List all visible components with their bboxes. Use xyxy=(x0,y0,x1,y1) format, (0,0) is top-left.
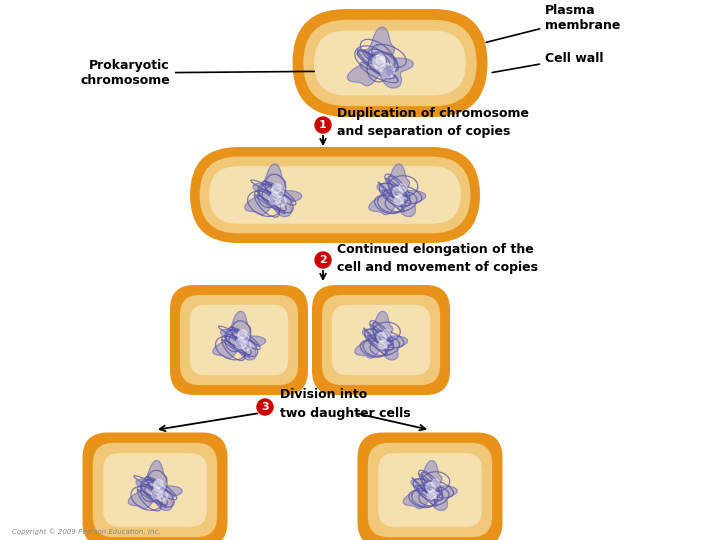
FancyBboxPatch shape xyxy=(314,31,466,96)
Circle shape xyxy=(272,184,282,193)
Circle shape xyxy=(396,195,404,204)
Polygon shape xyxy=(355,311,408,360)
FancyBboxPatch shape xyxy=(210,166,461,224)
Circle shape xyxy=(374,58,386,70)
FancyBboxPatch shape xyxy=(170,285,308,395)
Circle shape xyxy=(315,252,331,268)
FancyBboxPatch shape xyxy=(312,285,450,395)
Circle shape xyxy=(399,184,407,192)
Circle shape xyxy=(153,481,166,492)
FancyBboxPatch shape xyxy=(378,453,482,527)
Circle shape xyxy=(151,488,162,499)
FancyBboxPatch shape xyxy=(93,443,217,537)
FancyBboxPatch shape xyxy=(368,443,492,537)
FancyBboxPatch shape xyxy=(358,433,503,540)
Text: Continued elongation of the
cell and movement of copies: Continued elongation of the cell and mov… xyxy=(337,242,538,273)
Circle shape xyxy=(269,193,281,205)
Circle shape xyxy=(382,329,390,338)
Text: Copyright © 2009 Pearson Education, Inc.: Copyright © 2009 Pearson Education, Inc. xyxy=(12,528,161,535)
Text: 1: 1 xyxy=(319,120,327,130)
Circle shape xyxy=(238,331,249,342)
Circle shape xyxy=(429,490,437,498)
Text: Prokaryotic
chromosome: Prokaryotic chromosome xyxy=(80,59,357,87)
Text: Duplication of chromosome
and separation of copies: Duplication of chromosome and separation… xyxy=(337,107,529,138)
Circle shape xyxy=(372,55,384,68)
Circle shape xyxy=(380,64,395,78)
Circle shape xyxy=(377,333,387,342)
Polygon shape xyxy=(403,461,457,510)
FancyBboxPatch shape xyxy=(180,295,298,385)
Polygon shape xyxy=(369,164,426,217)
Circle shape xyxy=(432,480,439,487)
FancyBboxPatch shape xyxy=(332,305,431,375)
Circle shape xyxy=(238,329,247,338)
Polygon shape xyxy=(347,27,413,88)
Circle shape xyxy=(158,491,167,501)
Circle shape xyxy=(271,185,284,198)
Circle shape xyxy=(376,54,385,63)
Circle shape xyxy=(392,187,402,197)
Text: Plasma
membrane: Plasma membrane xyxy=(486,4,621,42)
FancyBboxPatch shape xyxy=(190,305,288,375)
Text: Division into
two daughter cells: Division into two daughter cells xyxy=(280,388,410,420)
Text: Cell wall: Cell wall xyxy=(492,51,603,72)
FancyBboxPatch shape xyxy=(190,147,480,243)
Circle shape xyxy=(426,482,436,492)
Circle shape xyxy=(154,480,163,488)
Circle shape xyxy=(427,491,436,500)
Polygon shape xyxy=(213,311,266,360)
Circle shape xyxy=(242,341,251,351)
FancyBboxPatch shape xyxy=(303,20,477,106)
Circle shape xyxy=(235,339,246,349)
Polygon shape xyxy=(245,164,302,217)
FancyBboxPatch shape xyxy=(199,157,470,233)
Circle shape xyxy=(315,117,331,133)
Circle shape xyxy=(257,399,273,415)
FancyBboxPatch shape xyxy=(322,295,440,385)
Polygon shape xyxy=(128,461,182,510)
Text: 2: 2 xyxy=(319,255,327,265)
Circle shape xyxy=(378,341,386,349)
Text: 3: 3 xyxy=(261,402,269,412)
FancyBboxPatch shape xyxy=(83,433,228,540)
Circle shape xyxy=(276,197,286,207)
FancyBboxPatch shape xyxy=(292,9,487,117)
Circle shape xyxy=(380,340,387,348)
Circle shape xyxy=(394,196,402,205)
FancyBboxPatch shape xyxy=(103,453,207,527)
